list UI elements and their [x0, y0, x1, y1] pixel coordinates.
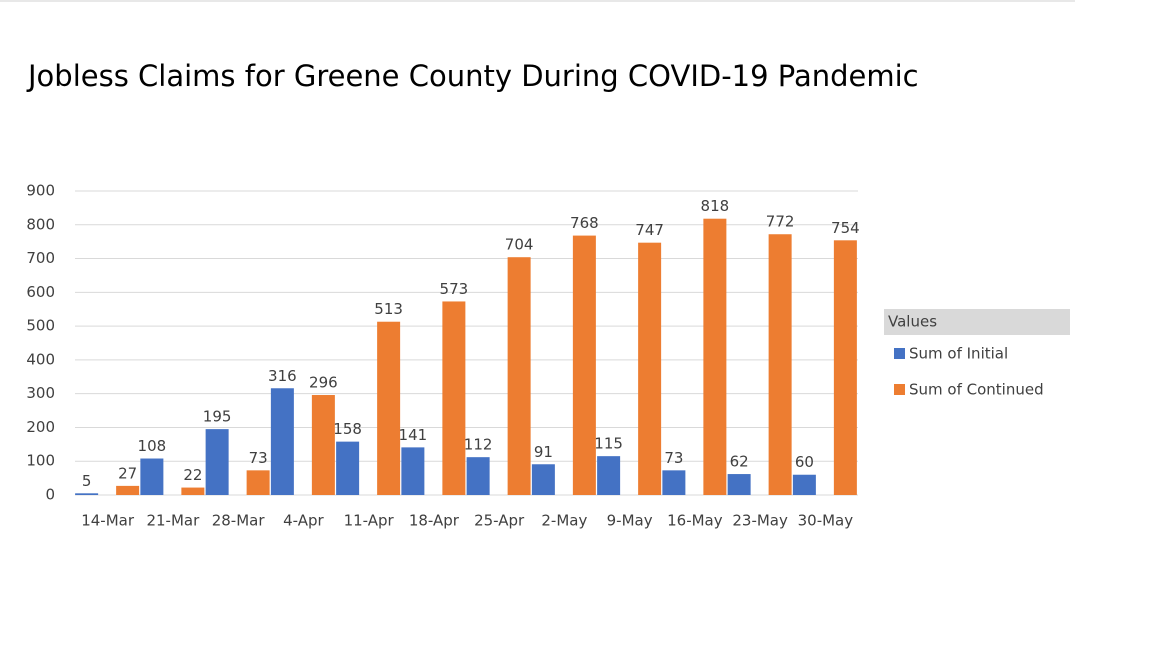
x-tick-label: 18-Apr [409, 512, 460, 530]
data-label: 195 [203, 408, 232, 426]
bar [75, 493, 99, 495]
data-label: 62 [730, 453, 749, 471]
bar [466, 457, 490, 495]
legend-title: Values [888, 313, 937, 331]
y-tick-label: 0 [45, 486, 55, 504]
x-tick-label: 16-May [667, 512, 723, 530]
data-label: 141 [399, 426, 428, 444]
y-tick-label: 700 [26, 249, 55, 267]
data-label: 513 [374, 300, 403, 318]
x-tick-label: 28-Mar [212, 512, 266, 530]
y-tick-label: 400 [26, 350, 55, 368]
data-label: 772 [766, 213, 795, 231]
bar [768, 234, 792, 496]
legend-swatch [894, 384, 905, 395]
legend-label: Sum of Initial [909, 345, 1008, 363]
bar [572, 235, 596, 495]
data-label: 73 [249, 449, 268, 467]
y-tick-label: 800 [26, 215, 55, 233]
chart-title: Jobless Claims for Greene County During … [26, 59, 919, 93]
data-label: 115 [594, 435, 623, 453]
y-tick-label: 500 [26, 317, 55, 335]
bar [703, 218, 727, 495]
data-label: 754 [831, 219, 860, 237]
bar [727, 474, 751, 495]
x-tick-label: 21-Mar [146, 512, 200, 530]
data-label: 316 [268, 367, 297, 385]
bar [597, 456, 621, 495]
data-label: 91 [534, 443, 553, 461]
bar [140, 458, 164, 495]
data-label: 108 [138, 437, 167, 455]
x-tick-label: 14-Mar [81, 512, 135, 530]
x-tick-label: 2-May [541, 512, 587, 530]
x-tick-label: 11-Apr [344, 512, 395, 530]
data-label: 704 [505, 236, 534, 254]
y-tick-label: 300 [26, 384, 55, 402]
legend-header [884, 309, 1070, 335]
legend-label: Sum of Continued [909, 381, 1044, 399]
data-label: 5 [82, 472, 92, 490]
bar [662, 470, 686, 495]
bar [442, 301, 466, 495]
data-label: 27 [118, 464, 137, 482]
data-label: 22 [183, 466, 202, 484]
bar [833, 240, 857, 495]
y-tick-label: 200 [26, 418, 55, 436]
x-tick-label: 9-May [607, 512, 653, 530]
bar [270, 388, 294, 495]
data-label: 296 [309, 374, 338, 392]
bar [311, 395, 335, 495]
bar [507, 257, 531, 495]
bar [181, 487, 205, 495]
bar [246, 470, 270, 495]
x-tick-label: 25-Apr [474, 512, 525, 530]
data-label: 768 [570, 214, 599, 232]
x-tick-label: 4-Apr [283, 512, 324, 530]
bar [792, 474, 816, 495]
bar [336, 441, 360, 495]
y-tick-label: 100 [26, 452, 55, 470]
data-label: 818 [701, 197, 730, 215]
data-label: 73 [664, 449, 683, 467]
data-label: 573 [440, 280, 469, 298]
x-tick-label: 23-May [732, 512, 788, 530]
data-label: 747 [635, 221, 664, 239]
y-tick-label: 600 [26, 283, 55, 301]
y-tick-label: 900 [26, 182, 55, 200]
bar [116, 485, 140, 495]
bar [531, 464, 555, 495]
legend-swatch [894, 348, 905, 359]
data-label: 158 [333, 420, 362, 438]
bar [401, 447, 425, 495]
bar [205, 429, 229, 495]
x-tick-label: 30-May [798, 512, 854, 530]
data-label: 112 [464, 436, 493, 454]
bar [377, 321, 401, 495]
bar [638, 242, 662, 495]
data-label: 60 [795, 453, 814, 471]
